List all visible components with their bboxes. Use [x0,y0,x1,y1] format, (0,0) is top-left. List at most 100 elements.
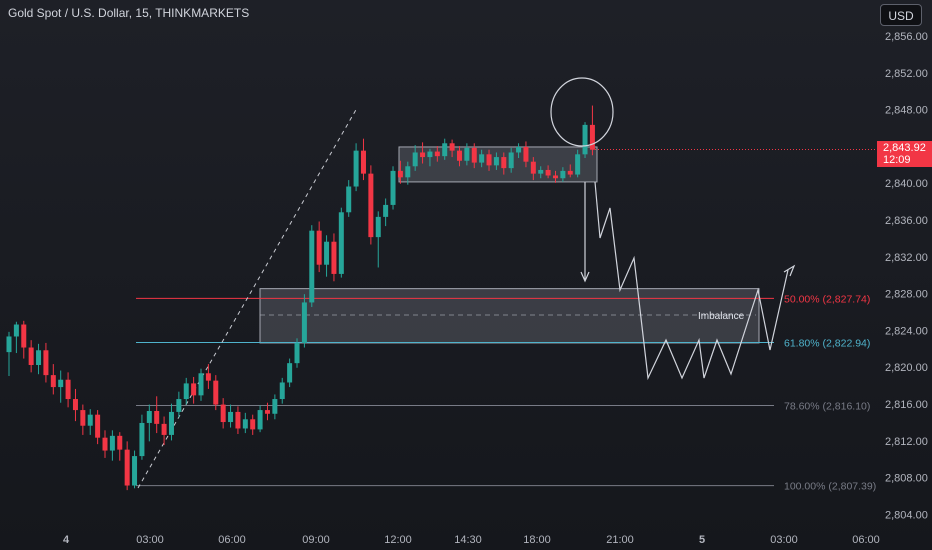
candle-body [486,154,492,166]
candle-body [464,147,470,161]
candle-body [139,422,145,457]
y-tick-label: 2,828.00 [885,289,928,301]
candle-body [146,411,152,423]
x-tick-label: 5 [699,534,705,546]
candle-body [279,382,285,400]
candle-body [220,404,226,423]
candle-body [560,170,566,179]
candle-body [434,151,440,157]
candle-body [309,230,315,303]
candle-body [176,399,182,412]
candle-body [132,456,138,486]
imbalance-label: Imbalance [698,311,745,322]
candle-body [346,186,352,213]
candle-body [316,230,322,265]
candle-body [43,350,49,376]
candle-body [397,170,403,178]
y-tick-label: 2,804.00 [885,509,928,521]
y-tick-label: 2,808.00 [885,473,928,485]
candle-body [449,143,455,151]
imbalance-zone [259,288,760,344]
candle-body [287,363,293,383]
candle-body [272,399,278,414]
candle-body [28,347,34,365]
candle-body [235,411,241,429]
candle-body [456,150,462,161]
candle-body [65,379,71,400]
candle-body [36,350,42,365]
candle-body [567,170,573,175]
candle-body [375,216,381,238]
candle-body [213,380,219,405]
candle-body [589,124,595,150]
candle-body [102,437,108,451]
candle-body [405,166,411,178]
candle-body [80,410,86,426]
candle-body [183,383,189,400]
candle-body [154,411,160,424]
trend-line [137,107,358,489]
candle-body [50,375,56,388]
candle-body [198,373,204,396]
currency-button[interactable]: USD [880,4,922,26]
candle-body [294,342,300,364]
y-tick-label: 2,816.00 [885,399,928,411]
x-tick-label: 03:00 [770,534,798,546]
fib-level-label: 78.60% (2,816.10) [784,400,870,412]
current-price: 2,843.92 [883,142,926,154]
y-tick-label: 2,840.00 [885,178,928,190]
candle-body [545,169,551,176]
candle-body [479,154,485,163]
candle-body [257,410,263,430]
y-tick-label: 2,848.00 [885,105,928,117]
y-tick-label: 2,852.00 [885,68,928,80]
x-tick-label: 12:00 [384,534,412,546]
candle-body [72,399,78,411]
candle-body [250,419,256,430]
x-tick-label: 4 [63,534,70,546]
candle-body [508,152,514,169]
candle-body [324,241,330,265]
y-tick-label: 2,836.00 [885,215,928,227]
candle-body [368,173,374,238]
candle-body [501,157,507,169]
candle-body [109,435,115,451]
candle-body [383,204,389,217]
down-arrow-head [580,271,590,283]
candle-body [523,146,529,162]
x-tick-label: 06:00 [218,534,246,546]
x-tick-label: 21:00 [606,534,634,546]
candle-body [427,151,433,158]
candle-body [338,212,344,274]
projected-arrow-head [783,264,796,277]
candle-body [552,175,558,179]
highlight-circle [550,77,614,147]
candle-body [242,419,248,429]
candle-body [191,383,197,396]
x-tick-label: 14:30 [454,534,482,546]
y-tick-label: 2,856.00 [885,31,928,43]
y-tick-label: 2,820.00 [885,362,928,374]
x-tick-label: 06:00 [852,534,880,546]
symbol-title: Gold Spot / U.S. Dollar, 15, THINKMARKET… [8,6,250,20]
candle-body [412,152,418,167]
candle-body [95,414,101,438]
candle-body [331,241,337,274]
candle-body [471,147,477,163]
current-price-tag: 2,843.92 12:09 [877,141,932,167]
candle-body [353,150,359,187]
candle-body [390,170,396,205]
fib-level-label: 100.00% (2,807.39) [784,481,876,493]
candle-body [205,373,211,381]
candle-body [6,336,12,353]
projected-path [594,181,789,381]
candle-body [117,435,123,450]
x-tick-label: 18:00 [523,534,551,546]
y-tick-label: 2,832.00 [885,252,928,264]
candle-body [538,169,544,174]
candle-body [161,423,167,435]
candle-body [582,124,588,155]
fib-level-label: 50.00% (2,827.74) [784,293,870,305]
